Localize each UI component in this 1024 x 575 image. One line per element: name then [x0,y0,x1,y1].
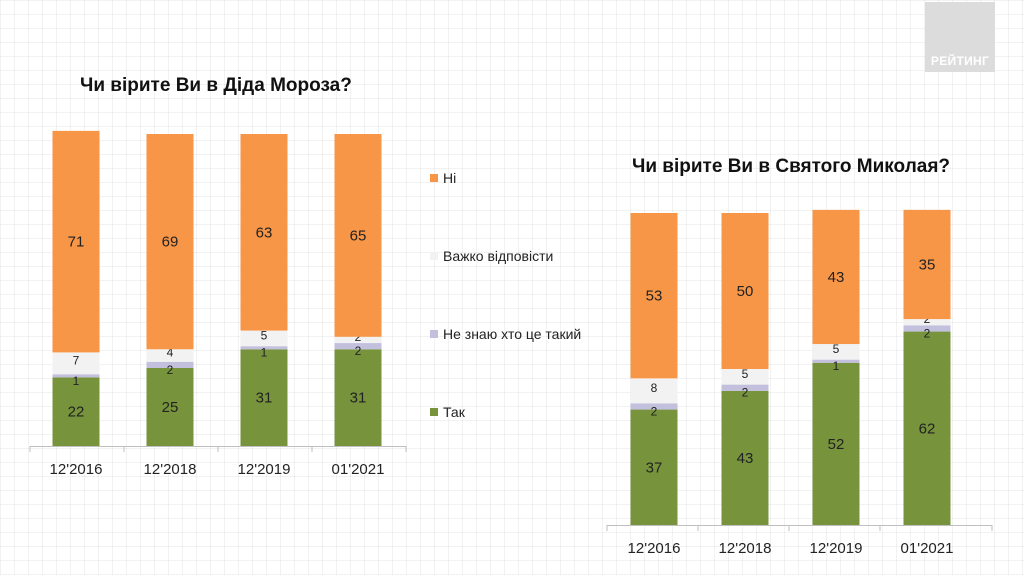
chart-2-bar-ne_znayu [812,359,860,363]
chart-1-data-label-ni: 65 [350,227,367,244]
chart-2-bar-ni [630,213,678,379]
chart-2-data-label-vazhko: 5 [742,367,749,381]
chart-1-data-label-ni: 63 [256,224,273,241]
chart-1-category-label: 12'2019 [238,461,291,478]
legend-swatch-ni [430,174,438,182]
chart-1-data-label-tak: 31 [256,390,273,407]
chart-2-bar-tak [721,390,769,525]
chart-2-bar-tak [812,362,860,525]
legend-label-ni: Ні [443,170,457,186]
chart-2-data-label-tak: 52 [828,436,845,453]
chart-1-category-label: 12'2016 [50,461,103,478]
chart-2-category-label: 01'2021 [901,540,954,557]
chart-1-bar-tak [240,349,288,446]
chart-1-bar-tak [52,377,100,446]
chart-2-data-label-tak: 37 [646,459,663,476]
chart-1-bar-tak [146,368,194,446]
chart-1-category-label: 12'2018 [144,461,197,478]
chart-2-bar-ni [721,213,769,369]
chart-2-bar-ni [903,209,951,320]
chart-2-category-label: 12'2016 [628,540,681,557]
chart-2-data-label-ne_znayu: 2 [924,326,931,340]
chart-1-bar-ne_znayu [146,361,194,368]
chart-2-bar-vazhko [721,369,769,385]
chart-1-data-label-ne_znayu: 2 [355,344,362,358]
chart-1-data-label-ni: 71 [68,234,85,251]
legend-swatch-vazhko [430,252,438,260]
chart-1-bar-ni [334,134,382,337]
chart-1-bar-tak [334,349,382,446]
chart-2-data-label-ni: 50 [737,283,754,300]
legend-swatch-tak [430,408,438,416]
chart-1-title: Чи вірите Ви в Діда Мороза? [80,75,352,96]
chart-1-bar-vazhko [240,330,288,347]
chart-1-bar-ne_znayu [52,374,100,378]
legend-label-vazhko: Важко відповісти [443,248,554,264]
chart-1-data-label-ne_znayu: 2 [167,363,174,377]
legend-label-tak: Так [443,404,465,420]
chart-2-data-label-ne_znayu: 1 [833,359,840,373]
legend-label-ne-znayu: Не знаю хто це такий [443,326,582,342]
chart-2-bar-ni [812,209,860,345]
chart-2-data-label-vazhko: 5 [833,342,840,356]
chart-2-bar-ne_znayu [630,403,678,410]
chart-1-data-label-tak: 22 [68,404,85,421]
chart-2-bar-tak [903,331,951,525]
chart-2-data-label-vazhko: 8 [651,381,658,395]
rating-logo-text: РЕЙТИНГ [930,54,990,68]
chart-2-bar-vazhko [903,319,951,326]
chart-2-data-label-ne_znayu: 2 [651,404,658,418]
chart-1-data-label-ne_znayu: 1 [261,346,268,360]
chart-1-data-label-vazhko: 4 [167,346,174,360]
chart-1-data-label-tak: 31 [350,390,367,407]
chart-1-category-label: 01'2021 [332,461,385,478]
chart-2-bar-ne_znayu [903,325,951,332]
chart-1-bar-vazhko [334,336,382,344]
chart-1-bar-ni [240,134,288,331]
chart-2-data-label-tak: 43 [737,450,754,467]
chart-2-bar-ne_znayu [721,384,769,391]
chart-2-data-label-ne_znayu: 2 [742,386,749,400]
chart-1-bar-ni [52,130,100,353]
chart-1-data-label-vazhko: 2 [355,330,362,344]
chart-1-bar-ni [146,134,194,350]
chart-2-category-label: 12'2018 [719,540,772,557]
chart-2-data-label-ni: 53 [646,288,663,305]
rating-logo: РЕЙТИНГ [925,2,995,72]
chart-2-bar-vazhko [812,344,860,360]
chart-1-bar-ne_znayu [334,343,382,350]
chart-1-data-label-ne_znayu: 1 [73,374,80,388]
chart-2-data-label-vazhko: 2 [924,312,931,326]
chart-2-data-label-ni: 43 [828,269,845,286]
chart-1-bar-vazhko [146,349,194,362]
chart-1-data-label-vazhko: 7 [73,353,80,367]
chart-1-data-label-tak: 25 [162,399,179,416]
chart-1-bar-ne_znayu [240,346,288,350]
chart-2-title: Чи вірите Ви в Святого Миколая? [632,156,951,177]
legend-swatch-ne-znayu [430,330,438,338]
chart-2-data-label-ni: 35 [919,256,936,273]
chart-2-bar-vazhko [630,378,678,404]
chart-1-data-label-ni: 69 [162,234,179,251]
chart-1-data-label-vazhko: 5 [261,328,268,342]
chart-2-bar-tak [630,409,678,525]
chart-2-data-label-tak: 62 [919,420,936,437]
chart-1-bar-vazhko [52,352,100,375]
chart-2-category-label: 12'2019 [810,540,863,557]
